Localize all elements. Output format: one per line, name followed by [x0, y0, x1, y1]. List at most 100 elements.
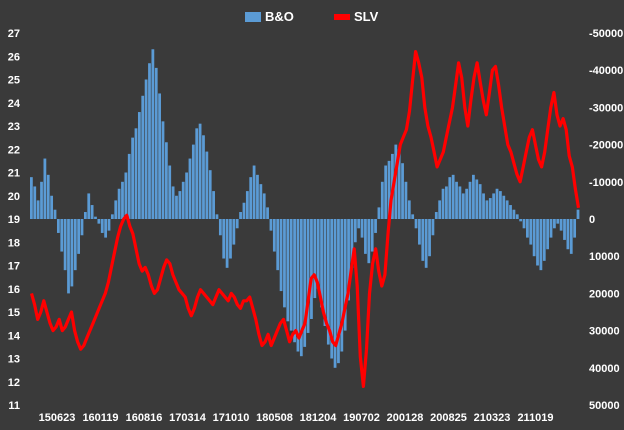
bo-bar: [279, 219, 283, 292]
bo-bar: [218, 219, 222, 236]
bo-bar: [70, 219, 74, 287]
bo-bar: [438, 200, 442, 219]
legend: B&O SLV: [245, 9, 379, 24]
bo-bar: [137, 112, 141, 219]
bo-bar: [121, 181, 124, 219]
bo-bar: [515, 214, 519, 219]
bo-bar: [208, 170, 212, 219]
bo-bar: [549, 219, 553, 238]
bo-bar: [468, 181, 472, 219]
bo-bar: [232, 219, 236, 245]
bo-bar: [316, 219, 320, 289]
bo-bar: [377, 207, 381, 220]
bo-bar: [333, 219, 337, 368]
bo-bar: [104, 219, 107, 238]
bo-bar: [272, 219, 276, 252]
bo-bar: [505, 200, 509, 219]
bo-bar: [380, 181, 384, 219]
bo-bar: [394, 144, 398, 219]
bo-bar: [252, 165, 256, 219]
bo-bar: [107, 219, 111, 231]
bo-bar: [428, 219, 431, 257]
bo-bar: [60, 219, 64, 252]
x-tick-label: 150623: [39, 412, 76, 424]
bo-bar: [164, 142, 168, 219]
bo-bar: [50, 195, 54, 219]
legend-label-bo: B&O: [265, 9, 294, 24]
bo-bar: [215, 214, 219, 219]
bo-bar: [198, 123, 202, 219]
right-axis-ticks: -50000 -40000 -30000 -20000 -10000 0 10000 2000…: [589, 28, 623, 412]
right-tick-label: 50000: [589, 400, 620, 412]
left-axis-ticks: 11 12 13 14 15 16 17 18 19 20 21 22 23 24 25 26 27: [8, 28, 21, 412]
bo-bar: [90, 205, 94, 219]
bo-bar: [269, 219, 273, 231]
bo-bar: [131, 137, 134, 220]
bo-bar: [127, 153, 131, 219]
bo-bar: [40, 181, 43, 219]
bo-bar: [310, 219, 313, 319]
bo-bar: [563, 219, 566, 240]
bo-bar: [455, 181, 458, 219]
bo-bar: [526, 219, 529, 238]
bo-bar: [185, 172, 188, 219]
x-tick-label: 200128: [387, 412, 424, 424]
bo-bar: [73, 219, 77, 271]
bo-bar: [158, 93, 161, 219]
x-axis-ticks: 150623 160119 160816 170314 171010 180508 1812…: [39, 412, 554, 424]
left-tick-label: 18: [8, 237, 20, 249]
bo-bar: [242, 202, 246, 219]
right-tick-label: 20000: [589, 288, 620, 300]
bo-bar: [478, 184, 482, 220]
bo-bar: [421, 219, 425, 261]
bo-bar: [569, 219, 573, 254]
right-tick-label: -50000: [589, 28, 623, 40]
x-tick-label: 200825: [430, 412, 467, 424]
bo-bar: [566, 219, 570, 250]
bo-bar: [293, 219, 296, 343]
right-tick-label: 0: [589, 214, 595, 226]
bo-bar: [33, 186, 37, 219]
bo-bar: [397, 149, 401, 219]
bo-bar: [404, 181, 408, 219]
bo-bar: [161, 121, 165, 219]
bo-bar: [195, 128, 199, 219]
bo-bar: [472, 174, 475, 219]
right-tick-label: 10000: [589, 251, 620, 263]
bo-bar: [451, 174, 455, 219]
bo-bar: [512, 209, 516, 219]
bo-bar: [313, 219, 317, 299]
bo-bar: [56, 219, 60, 233]
bo-bar: [495, 188, 499, 219]
bo-bar: [100, 219, 104, 233]
bo-bar: [299, 219, 303, 357]
bo-bar: [175, 195, 178, 219]
x-tick-label: 171010: [213, 412, 250, 424]
bo-bar: [529, 219, 533, 245]
bo-bars: [30, 49, 580, 368]
bo-bar: [191, 144, 195, 219]
bo-bar: [553, 219, 556, 229]
left-tick-label: 11: [8, 400, 20, 412]
bo-bar: [188, 158, 192, 219]
bo-bar: [43, 158, 47, 219]
x-tick-label: 181204: [300, 412, 338, 424]
bo-bar: [445, 186, 448, 219]
bo-bar: [148, 63, 151, 220]
bo-bar: [411, 214, 415, 219]
bo-bar: [141, 95, 145, 219]
left-tick-label: 15: [8, 307, 20, 319]
left-tick-label: 16: [8, 284, 20, 296]
bo-bar: [87, 193, 91, 219]
bo-bar: [171, 186, 175, 219]
right-tick-label: 40000: [589, 363, 620, 375]
bo-bar: [36, 200, 40, 219]
bo-bar: [320, 219, 323, 308]
bo-bar: [181, 181, 185, 219]
bo-bar: [225, 219, 229, 268]
bo-bar: [448, 177, 452, 219]
bo-bar: [407, 200, 411, 219]
bo-bar: [97, 219, 101, 224]
bo-bar: [353, 219, 357, 243]
x-tick-label: 210323: [474, 412, 511, 424]
